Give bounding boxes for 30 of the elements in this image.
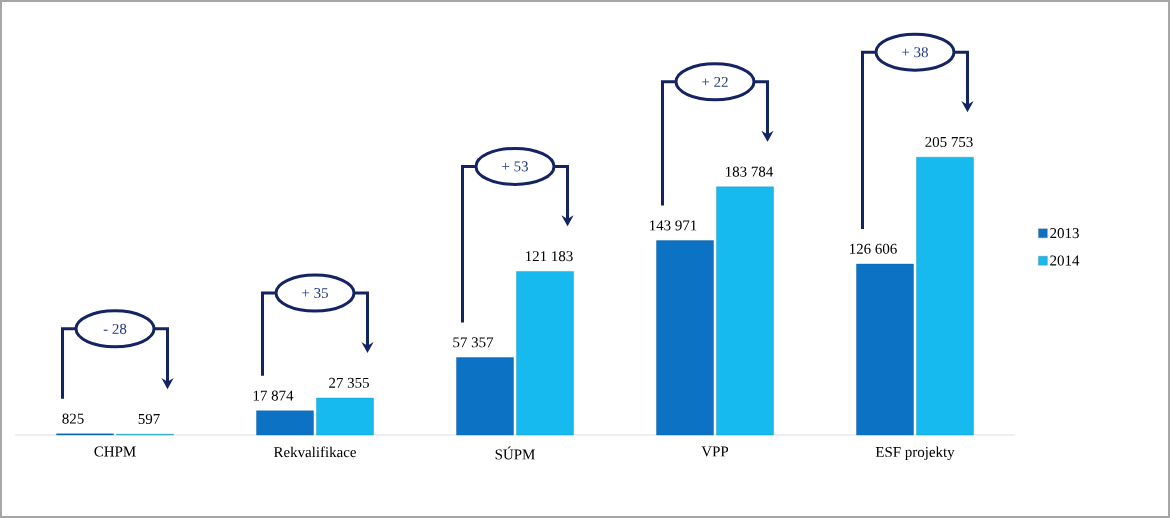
x-tick-label: VPP [701,446,729,457]
legend-label: 2014 [1050,255,1080,266]
annotation: - 28 [103,323,127,334]
text: + 22 [702,76,728,87]
data-label: 143 971 [650,220,697,231]
bar [316,397,374,436]
bar [516,271,574,436]
text: + 38 [902,47,928,58]
annotation: + 35 [302,288,328,299]
bar [916,157,974,436]
x-tick-label: Rekvalifikace [273,446,356,458]
x-tick-label: CHPM [94,446,136,457]
bar [656,240,714,436]
data-label: 205 753 [925,136,973,147]
x-tick-label: ESF projekty [875,446,955,461]
data-label: 126 606 [850,243,897,254]
bar [856,263,914,436]
data-label: 57 357 [453,337,494,348]
data-label: 27 355 [329,377,369,388]
bar [456,357,514,436]
data-label: 121 183 [526,251,573,262]
data-label: 597 [138,413,160,424]
bar [716,186,774,436]
legend-label: 2013 [1050,228,1079,239]
data-label: 17 874 [253,390,294,401]
annotation: + 53 [502,161,528,172]
x-tick-label: SÚPM [495,446,535,460]
data-label: 825 [62,413,84,424]
data-label: 183 784 [726,166,774,177]
bar [256,410,314,436]
